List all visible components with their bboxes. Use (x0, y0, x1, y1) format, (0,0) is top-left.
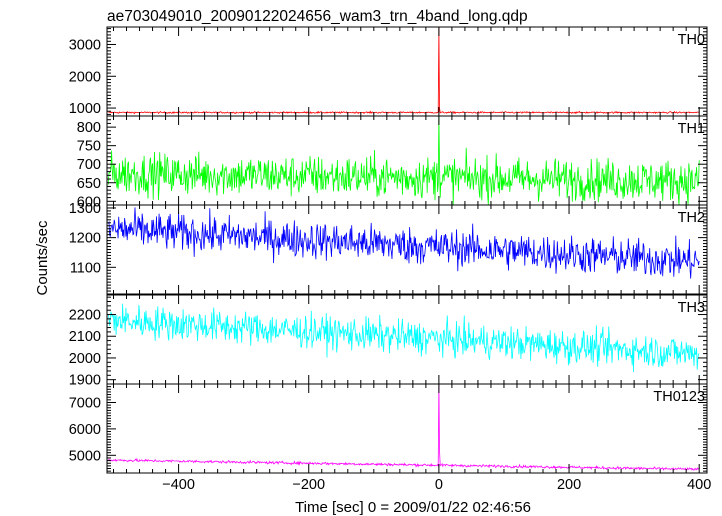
panel-label-th1: TH1 (678, 121, 705, 137)
y-tick-label: 600 (77, 194, 101, 210)
y-tick-label: 3000 (69, 37, 101, 53)
series-th0-line (108, 26, 700, 115)
panel-label-th3: TH3 (678, 300, 705, 316)
y-tick-label: 1200 (69, 231, 101, 247)
y-tick-label: 7000 (69, 395, 101, 411)
panel-th3: 1900 2000 2100 2200 TH3 (69, 294, 708, 389)
panel-frame (106, 383, 708, 474)
panel-label-th2: TH2 (678, 210, 705, 226)
y-tick-label: 800 (77, 120, 101, 136)
panel-th1: 600 650 700 750 800 TH1 (77, 115, 708, 210)
panel-th0123: 5000 6000 7000 TH0123 (69, 383, 708, 474)
panel-frame (106, 26, 708, 117)
x-axis-label: Time [sec] 0 = 2009/01/22 02:46:56 (295, 499, 531, 516)
y-tick-label: 1300 (69, 201, 101, 217)
x-tick-labels: −400 −200 0 200 400 (162, 477, 711, 493)
series-th0123-line (107, 383, 700, 471)
y-tick-label: 5000 (69, 448, 101, 464)
y-tick-label: 650 (77, 176, 101, 192)
y-tick-label: 1900 (69, 373, 101, 389)
x-tick-label: 200 (557, 477, 581, 493)
y-tick-label: 6000 (69, 422, 101, 438)
y-tick-label: 1100 (70, 260, 101, 276)
series-th1-line (107, 115, 700, 206)
panel-th0: 1000 2000 3000 TH0 (69, 26, 708, 117)
x-tick-label: −200 (292, 477, 325, 493)
panel-label-th0123: TH0123 (653, 389, 705, 405)
y-tick-label: 2000 (69, 69, 101, 85)
panel-th2: 1100 1200 1300 TH2 (69, 201, 708, 295)
series-th3-line (107, 303, 700, 373)
x-tick-label: 0 (435, 477, 443, 493)
panels-group: 1000 2000 3000 TH0 600 650 700 750 800 TH1 1100 120… (69, 26, 708, 474)
y-tick-label: 700 (77, 157, 101, 173)
x-tick-label: −400 (162, 477, 195, 493)
y-tick-label: 2100 (69, 329, 101, 345)
y-axis-label: Counts/sec (34, 220, 51, 296)
y-tick-label: 1000 (69, 101, 101, 117)
x-tick-label: 400 (687, 477, 711, 493)
panel-label-th0: TH0 (678, 32, 705, 48)
y-tick-label: 2000 (69, 351, 101, 367)
y-tick-label: 2200 (69, 308, 101, 324)
chart-title: ae703049010_20090122024656_wam3_trn_4ban… (107, 8, 528, 25)
series-th2-line (107, 207, 700, 279)
y-tick-label: 750 (77, 139, 101, 155)
